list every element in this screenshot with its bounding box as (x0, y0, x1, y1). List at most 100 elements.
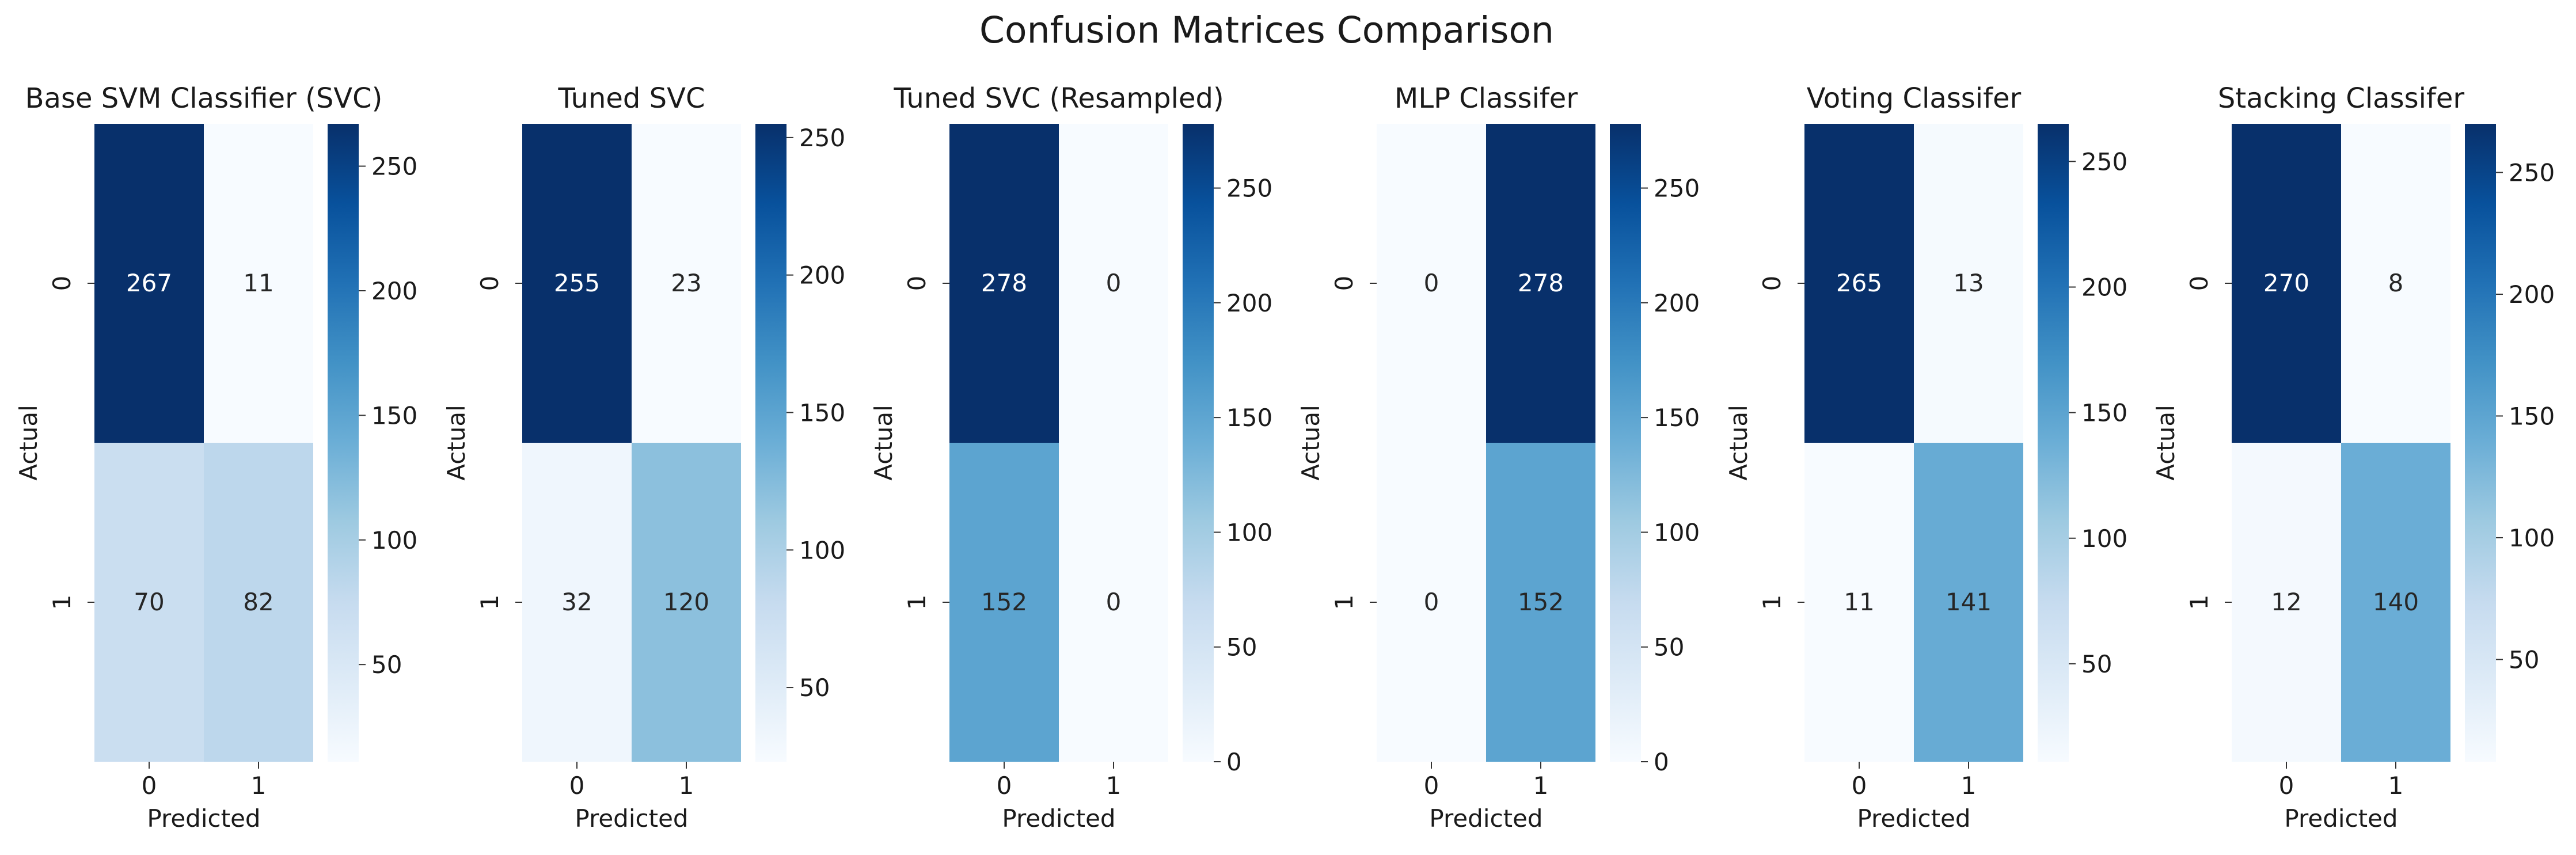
colorbar-tick-label: 150 (799, 398, 845, 427)
panel-3: 278 0 152 0 Tuned SVC (Resampled) 0 1 Predicted… (869, 82, 1272, 833)
colorbar (2038, 124, 2069, 762)
panel-6: 270 8 12 140 Stacking Classifer 0 1 Predicted 0 1… (2152, 82, 2555, 833)
colorbar-tick-label: 50 (1654, 633, 1684, 662)
y-axis-label: Actual (14, 405, 43, 481)
panel-title: Base SVM Classifier (SVC) (25, 82, 383, 115)
colorbar-tick-label: 200 (2081, 273, 2127, 302)
cell-value-label: 267 (126, 269, 172, 297)
colorbar-tick-label: 200 (371, 277, 417, 305)
colorbar-tick-label: 100 (2509, 524, 2555, 552)
heatmap-cell (1377, 124, 1486, 443)
colorbar-tick-label: 150 (1654, 404, 1700, 432)
colorbar-tick-label: 200 (2509, 280, 2555, 309)
x-tick-label: 0 (1852, 772, 1867, 800)
heatmap-cell (632, 124, 741, 443)
heatmap-cell (2232, 124, 2341, 443)
panel-5: 265 13 11 141 Voting Classifer 0 1 Predicted 0 1 A… (1724, 82, 2127, 833)
colorbar-tick-label: 0 (1226, 748, 1242, 776)
x-tick-label: 0 (1424, 772, 1439, 800)
cell-value-label: 0 (1106, 588, 1122, 616)
x-tick-label: 0 (569, 772, 585, 800)
y-tick-label: 0 (1330, 276, 1358, 291)
cell-value-label: 32 (561, 588, 592, 616)
cell-value-label: 13 (1953, 269, 1984, 297)
colorbar (1183, 124, 1214, 762)
cell-value-label: 0 (1424, 269, 1439, 297)
x-tick-label: 0 (2279, 772, 2294, 800)
y-tick-label: 0 (476, 276, 504, 291)
y-axis-label: Actual (2152, 405, 2180, 481)
heatmap-cell (1804, 443, 1914, 762)
x-tick-label: 1 (2388, 772, 2404, 800)
colorbar-tick-label: 200 (799, 261, 845, 290)
cell-value-label: 278 (981, 269, 1027, 297)
cell-value-label: 70 (134, 588, 164, 616)
x-tick-label: 0 (997, 772, 1012, 800)
heatmap-cell (522, 124, 632, 443)
y-axis-label: Actual (1724, 405, 1753, 481)
heatmap-cell (1914, 443, 2023, 762)
colorbar-tick-label: 200 (1654, 289, 1700, 317)
cell-value-label: 255 (554, 269, 600, 297)
heatmap-cell (94, 124, 204, 443)
heatmap-cell (1486, 124, 1595, 443)
heatmap-cell (1804, 124, 1914, 443)
colorbar-tick-label: 0 (1654, 748, 1669, 776)
panel-1: 267 11 70 82 Base SVM Classifier (SVC) 0 1 Pred… (14, 82, 417, 833)
cell-value-label: 0 (1106, 269, 1122, 297)
x-tick-label: 1 (1106, 772, 1122, 800)
cell-value-label: 265 (1836, 269, 1882, 297)
colorbar-tick-label: 150 (2081, 399, 2127, 427)
colorbar-tick-label: 250 (371, 153, 417, 181)
heatmap-cell (949, 443, 1059, 762)
colorbar-tick-label: 150 (371, 401, 417, 430)
heatmap-cell (632, 443, 741, 762)
colorbar-tick-label: 200 (1226, 289, 1272, 317)
panel-title: Stacking Classifer (2218, 82, 2464, 115)
colorbar-tick-label: 50 (799, 674, 830, 702)
y-tick-label: 0 (1758, 276, 1786, 291)
colorbar-tick-label: 50 (2081, 650, 2112, 678)
cell-value-label: 8 (2388, 269, 2404, 297)
heatmap-cell (2341, 443, 2450, 762)
heatmap-cell (949, 124, 1059, 443)
colorbar-tick-label: 100 (371, 526, 417, 554)
x-tick-label: 1 (1961, 772, 1977, 800)
colorbar (755, 124, 787, 762)
y-tick-label: 0 (2185, 276, 2213, 291)
x-axis-label: Predicted (147, 804, 260, 833)
x-axis-label: Predicted (575, 804, 688, 833)
colorbar (1610, 124, 1641, 762)
heatmap-cell (1914, 124, 2023, 443)
heatmap-cell (204, 124, 313, 443)
colorbar-tick-label: 150 (2509, 402, 2555, 430)
heatmap-cell (1059, 443, 1168, 762)
colorbar-tick-label: 250 (1654, 174, 1700, 203)
cell-value-label: 82 (243, 588, 273, 616)
colorbar-tick-label: 250 (1226, 174, 1272, 203)
y-tick-label: 1 (1758, 595, 1786, 610)
panel-title: MLP Classifer (1395, 82, 1578, 115)
colorbar-tick-label: 250 (2509, 159, 2555, 187)
heatmap-cell (1377, 443, 1486, 762)
colorbar-tick-label: 50 (2509, 645, 2539, 674)
figure-title: Confusion Matrices Comparison (979, 9, 1554, 51)
cell-value-label: 11 (243, 269, 273, 297)
colorbar-tick-label: 100 (799, 536, 845, 564)
cell-value-label: 141 (1946, 588, 1992, 616)
y-axis-label: Actual (442, 405, 470, 481)
colorbar (328, 124, 359, 762)
panel-title: Tuned SVC (558, 82, 705, 115)
heatmap-cell (522, 443, 632, 762)
heatmap-cell (204, 443, 313, 762)
colorbar-tick-label: 100 (1654, 518, 1700, 546)
panel-4: 0 278 0 152 MLP Classifer 0 1 Predicted 0 1 Actual… (1297, 82, 1700, 833)
y-axis-label: Actual (1297, 405, 1325, 481)
heatmap-cell (2341, 124, 2450, 443)
x-axis-label: Predicted (2284, 804, 2398, 833)
colorbar-tick-label: 50 (371, 651, 402, 679)
heatmap-cell (1486, 443, 1595, 762)
colorbar-tick-label: 100 (1226, 518, 1272, 546)
cell-value-label: 11 (1844, 588, 1874, 616)
